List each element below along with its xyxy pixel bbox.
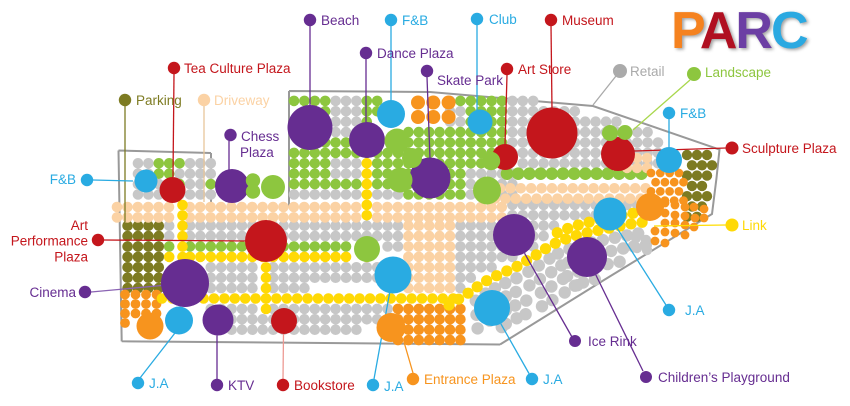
- svg-text:Bookstore: Bookstore: [294, 378, 355, 393]
- svg-text:Dance Plaza: Dance Plaza: [377, 46, 454, 61]
- svg-text:J.A: J.A: [149, 376, 169, 391]
- svg-text:PARC: PARC: [671, 2, 808, 60]
- svg-text:Plaza: Plaza: [240, 145, 274, 160]
- svg-text:Cinema: Cinema: [29, 285, 76, 300]
- svg-text:J.A: J.A: [384, 379, 404, 394]
- svg-text:Sculpture Plaza: Sculpture Plaza: [742, 141, 837, 156]
- svg-text:Driveway: Driveway: [214, 93, 270, 108]
- svg-text:Club: Club: [489, 12, 517, 27]
- svg-text:Landscape: Landscape: [705, 65, 771, 80]
- svg-text:F&B: F&B: [680, 106, 706, 121]
- svg-text:Chess: Chess: [241, 129, 280, 144]
- svg-text:Ice Rink: Ice Rink: [588, 334, 637, 349]
- svg-text:Tea Culture Plaza: Tea Culture Plaza: [184, 61, 291, 76]
- svg-text:F&B: F&B: [402, 13, 428, 28]
- svg-text:Plaza: Plaza: [54, 249, 88, 264]
- svg-text:Entrance Plaza: Entrance Plaza: [424, 372, 516, 387]
- svg-text:Children’s Playground: Children’s Playground: [658, 370, 790, 385]
- svg-text:KTV: KTV: [228, 378, 254, 393]
- svg-text:Link: Link: [742, 218, 767, 233]
- svg-text:Parking: Parking: [136, 93, 182, 108]
- svg-text:Beach: Beach: [321, 13, 359, 28]
- svg-text:F&B: F&B: [50, 172, 76, 187]
- svg-text:J.A: J.A: [543, 372, 563, 387]
- svg-text:Art: Art: [71, 218, 89, 233]
- svg-text:Museum: Museum: [562, 13, 614, 28]
- svg-text:Performance: Performance: [11, 233, 88, 248]
- svg-text:Skate Park: Skate Park: [437, 73, 503, 88]
- svg-text:Retail: Retail: [630, 64, 665, 79]
- svg-text:Art Store: Art Store: [518, 62, 571, 77]
- svg-text:J.A: J.A: [685, 303, 705, 318]
- svg-text:PARC: PARC: [673, 4, 810, 62]
